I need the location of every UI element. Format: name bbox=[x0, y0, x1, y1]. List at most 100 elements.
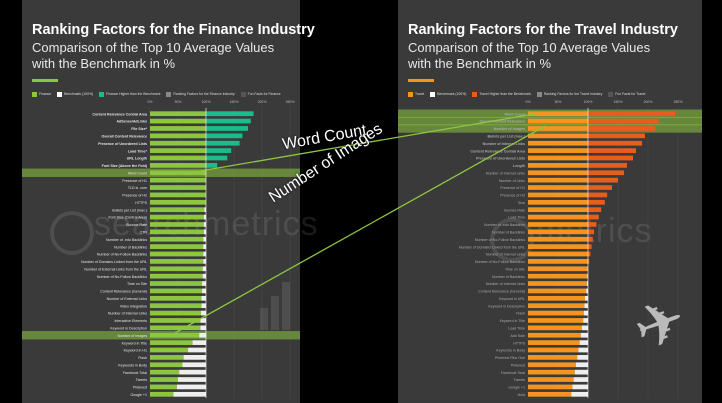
category-label: Number of Internal Links bbox=[483, 142, 525, 146]
benchmark-bar bbox=[574, 369, 588, 375]
category-label: Number of Internal Links bbox=[486, 171, 525, 175]
benchmark-bar bbox=[201, 295, 206, 301]
data-bar bbox=[150, 148, 206, 153]
x-tick-label: 0% bbox=[526, 100, 531, 104]
category-label: Keyword in Title bbox=[122, 341, 147, 345]
category-label: Number of Backlinks bbox=[114, 245, 147, 249]
data-bar-higher bbox=[206, 126, 248, 131]
category-label: Number of No-Follow Backlinks bbox=[475, 260, 525, 264]
benchmark-bar bbox=[586, 288, 588, 294]
category-label: File Size* bbox=[131, 127, 147, 131]
data-bar-higher bbox=[206, 118, 251, 124]
data-bar bbox=[150, 214, 204, 220]
legend-swatch bbox=[32, 91, 37, 97]
data-bar bbox=[150, 259, 204, 264]
data-bar-higher bbox=[588, 244, 592, 249]
travel-subtitle-line2: with the Benchmark in % bbox=[408, 56, 552, 71]
data-bar bbox=[528, 140, 588, 146]
benchmark-bar bbox=[202, 266, 206, 272]
category-label: Length bbox=[513, 164, 525, 168]
category-label: Word Count bbox=[128, 171, 147, 175]
finance-title: Ranking Factors for the Finance Industry bbox=[32, 22, 315, 38]
benchmark-bar bbox=[202, 288, 206, 294]
data-bar bbox=[150, 295, 202, 301]
x-tick-label: 100% bbox=[202, 100, 211, 104]
data-bar bbox=[150, 170, 206, 176]
category-label: Video Integration bbox=[120, 304, 147, 308]
data-bar bbox=[150, 273, 203, 279]
category-label: Google +1 bbox=[508, 386, 525, 390]
benchmark-bar bbox=[182, 362, 206, 368]
data-bar-higher bbox=[588, 177, 618, 183]
data-bar bbox=[150, 332, 200, 338]
category-label: Size bbox=[518, 201, 525, 205]
finance-subtitle-line1: Comparison of the Top 10 Average Values bbox=[32, 40, 275, 55]
legend-label: Finance Higher than the Benchmark bbox=[106, 92, 161, 96]
data-bar bbox=[528, 229, 588, 235]
data-bar bbox=[150, 118, 206, 124]
legend-swatch bbox=[166, 91, 172, 97]
benchmark-bar bbox=[183, 355, 206, 360]
data-bar bbox=[528, 288, 587, 294]
category-label: Hold bbox=[518, 393, 525, 397]
category-label: Keyword in Description bbox=[488, 304, 525, 308]
data-bar-higher bbox=[588, 259, 590, 264]
data-bar bbox=[150, 303, 202, 309]
benchmark-bar bbox=[582, 325, 588, 331]
legend-label: Benchmark (100%) bbox=[64, 92, 94, 96]
data-bar bbox=[150, 391, 174, 397]
x-tick-label: 0% bbox=[148, 100, 153, 104]
legend-label: Ranking Factors for the Finance Industry bbox=[173, 92, 235, 96]
data-bar-higher bbox=[588, 111, 675, 117]
category-label: Keyword in URL bbox=[499, 297, 525, 301]
benchmark-bar bbox=[200, 325, 206, 331]
data-bar bbox=[528, 281, 587, 286]
category-label: Pinterest Plus One bbox=[495, 356, 525, 360]
benchmark-bar bbox=[188, 347, 206, 353]
legend-item: Travel bbox=[408, 91, 425, 97]
legend-label: Travel bbox=[415, 92, 425, 96]
data-bar-higher bbox=[588, 229, 594, 235]
benchmark-bar bbox=[573, 377, 588, 382]
benchmark-bar bbox=[199, 332, 206, 338]
category-label: Bullets per List (max.) bbox=[487, 135, 525, 139]
benchmark-bar bbox=[200, 310, 206, 316]
data-bar bbox=[150, 244, 204, 249]
category-label: Time on Site bbox=[127, 282, 147, 286]
category-label: Content Relevance Central Area bbox=[470, 149, 526, 153]
data-bar bbox=[150, 155, 206, 161]
benchmark-bar bbox=[586, 281, 588, 286]
category-label: Content Relevance (General) bbox=[100, 290, 147, 294]
x-tick-label: 50% bbox=[555, 100, 562, 104]
benchmark-bar bbox=[179, 369, 206, 375]
data-bar-higher bbox=[588, 170, 624, 176]
data-bar bbox=[528, 133, 588, 139]
category-label: Facebook Total bbox=[123, 371, 148, 375]
category-label: Content Relevance (General) bbox=[478, 290, 525, 294]
category-label: Number of Internal Links bbox=[486, 253, 525, 257]
category-label: Load Time bbox=[508, 327, 525, 331]
data-bar bbox=[528, 369, 575, 375]
data-bar bbox=[150, 318, 201, 323]
legend-item: Finance Higher than the Benchmark bbox=[99, 91, 161, 97]
travel-subtitle: Comparison of the Top 10 Average Values … bbox=[408, 40, 650, 72]
category-label: Load Time* bbox=[128, 149, 148, 153]
legend-swatch bbox=[99, 91, 105, 97]
legend-label: Benchmark (100%) bbox=[437, 92, 467, 96]
category-label: URL Length bbox=[127, 157, 147, 161]
data-bar bbox=[528, 391, 572, 397]
benchmark-bar bbox=[202, 273, 206, 279]
data-bar bbox=[528, 273, 588, 279]
data-bar bbox=[150, 377, 178, 382]
finance-legend: Finance Benchmark (100%) Finance Higher th… bbox=[32, 89, 281, 99]
data-bar bbox=[528, 266, 588, 272]
category-label: Number of Links bbox=[499, 179, 525, 183]
benchmark-bar bbox=[203, 251, 206, 257]
data-bar bbox=[528, 155, 588, 161]
data-bar-higher bbox=[588, 163, 627, 168]
category-label: Google +1 bbox=[130, 393, 147, 397]
data-bar bbox=[150, 384, 177, 390]
legend-item: Benchmark (100%) bbox=[430, 91, 467, 97]
benchmark-bar bbox=[203, 214, 206, 220]
data-bar bbox=[528, 340, 580, 345]
